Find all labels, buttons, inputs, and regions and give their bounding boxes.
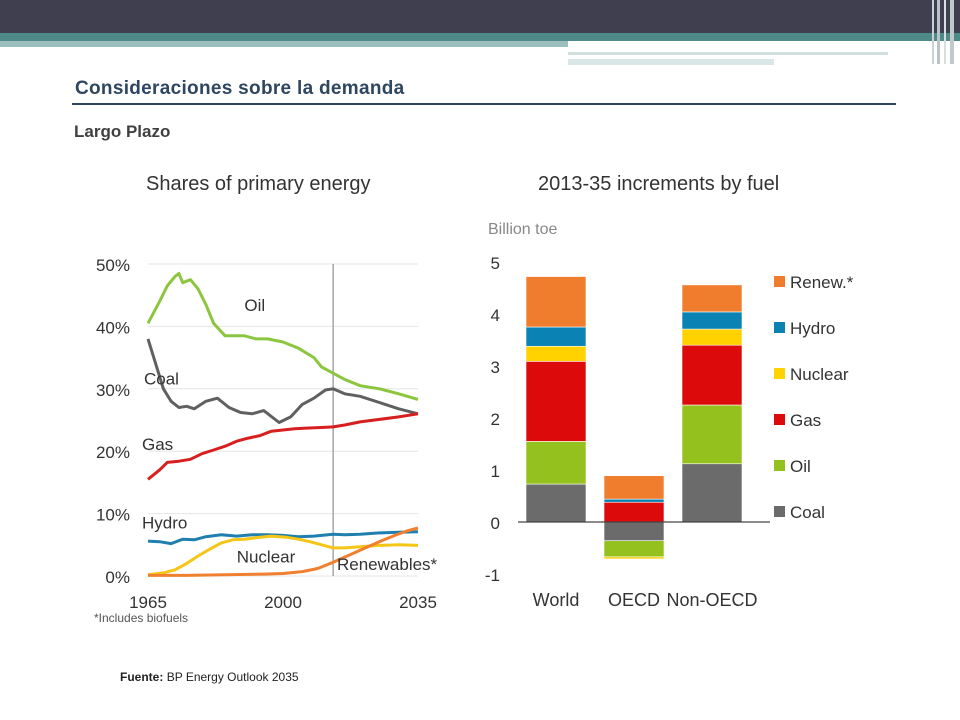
y-tick-label: 3 [491,358,500,377]
bar-segment [525,276,587,328]
legend-swatch [774,460,785,471]
y-tick-label: 1 [491,462,500,481]
bar-segment [603,475,665,500]
y-tick-label: 40% [96,318,130,337]
y-tick-label: 20% [96,443,130,462]
y-tick-label: 30% [96,381,130,400]
y-tick-label: 4 [491,306,500,325]
accent-band [0,33,960,41]
y-tick-label: 0% [105,568,130,587]
bar-segment [681,311,743,330]
legend-label: Hydro [790,319,835,338]
bar-segment [525,441,587,485]
title-underline [72,103,896,105]
y-tick-label: 10% [96,506,130,525]
series-line [147,412,419,481]
legend-label: Coal [790,503,825,522]
bar-segment [525,361,587,442]
legend-swatch [774,414,785,425]
bar-segment [681,284,743,313]
y-tick-label: 2 [491,410,500,429]
series-line [147,534,419,577]
bar-segment [603,556,665,560]
category-label: OECD [608,590,660,610]
source-label: Fuente: [120,670,164,684]
y-tick-label: 0 [491,514,500,533]
x-tick-label: 2035 [399,593,437,612]
y-tick-label: 5 [491,254,500,273]
series-label: Coal [144,369,179,388]
accent-band-thin [568,52,888,55]
series-label: Oil [244,296,265,315]
category-label: World [533,590,580,610]
accent-band-light [0,41,568,47]
page-title: Consideraciones sobre la demanda [75,78,405,99]
series-line [146,338,419,424]
y-tick-label: -1 [485,566,500,585]
bar-segment [525,345,587,362]
chart-title: Shares of primary energy [146,173,371,195]
corner-decoration [932,0,954,64]
source-text: BP Energy Outlook 2035 [166,670,299,684]
bar-segment [603,521,665,542]
y-tick-label: 50% [96,256,130,275]
legend-label: Oil [790,457,811,476]
series-label: Gas [142,435,173,454]
chart-title: 2013-35 increments by fuel [538,173,779,195]
bar-segment [525,326,587,347]
legend-swatch [774,322,785,333]
legend-swatch [774,368,785,379]
category-label: Non-OECD [666,590,757,610]
bar-segment [603,501,665,523]
series-label: Hydro [142,514,187,533]
bar-segment [681,328,743,346]
series-line [146,271,419,401]
y-axis-unit-label: Billion toe [488,221,557,238]
accent-band-short [568,59,774,65]
bar-segment [681,344,743,406]
legend-swatch [774,276,785,287]
page-subtitle: Largo Plazo [74,122,171,141]
legend-label: Gas [790,411,821,430]
legend-label: Nuclear [790,365,849,384]
bar-segment [681,404,743,465]
bar-segment [603,498,665,503]
shares-line-chart: Shares of primary energy 0% 10% 20% 30% 40% 5… [94,173,438,625]
x-tick-label: 1965 [129,593,167,612]
bar-segment [525,483,587,523]
source-note: Fuente: BP Energy Outlook 2035 [120,670,299,684]
series-line [148,526,419,577]
series-label: Renewables* [337,555,438,574]
increments-bar-chart: 2013-35 increments by fuel Billion toe -… [485,173,854,610]
footnote: *Includes biofuels [94,611,188,625]
legend-swatch [774,506,785,517]
x-tick-label: 2000 [264,593,302,612]
title-bar [0,0,960,36]
legend-label: Renew.* [790,273,854,292]
series-label: Nuclear [237,547,296,566]
bar-segment [681,463,743,523]
bar-segment [603,540,665,558]
